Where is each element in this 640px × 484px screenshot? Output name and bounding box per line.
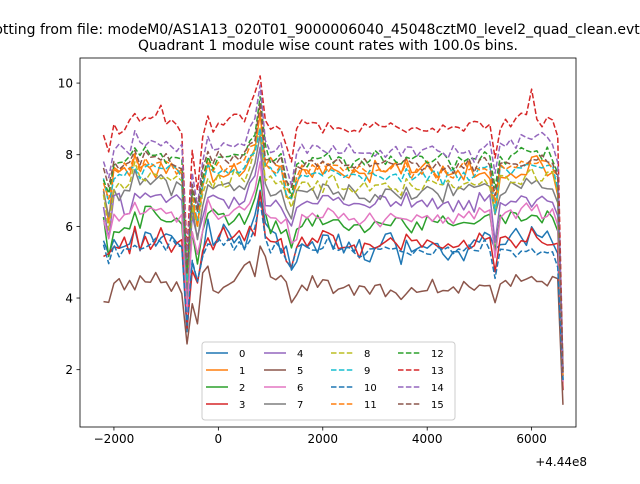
legend-label-7: 7 <box>297 400 303 411</box>
y-tick-label: 10 <box>58 77 73 91</box>
legend-label-14: 14 <box>431 383 444 394</box>
y-tick-label: 4 <box>65 292 73 306</box>
x-tick-label: 6000 <box>516 432 547 446</box>
x-tick-label: −2000 <box>94 432 135 446</box>
x-tick-label: 2000 <box>308 432 339 446</box>
legend-label-3: 3 <box>239 400 245 411</box>
legend-label-8: 8 <box>364 349 370 360</box>
series-line-1 <box>102 113 564 373</box>
legend-label-12: 12 <box>431 349 444 360</box>
series-line-6 <box>102 161 564 382</box>
figure-suptitle: Plotting from file: modeM0/AS1A13_020T01… <box>0 22 640 38</box>
series-line-10 <box>102 199 564 381</box>
plot-area <box>102 75 564 405</box>
plot-frame <box>79 57 577 428</box>
legend-label-0: 0 <box>239 349 245 360</box>
series-line-5 <box>103 245 564 405</box>
series-line-14 <box>102 84 564 373</box>
series-line-0 <box>102 189 564 391</box>
series-line-13 <box>102 75 564 369</box>
series-line-11 <box>102 109 564 375</box>
x-offset-label: +4.44e8 <box>535 455 587 469</box>
x-tick-label: 4000 <box>412 432 443 446</box>
series-line-4 <box>102 146 564 382</box>
legend-label-15: 15 <box>431 400 444 411</box>
legend-label-10: 10 <box>364 383 377 394</box>
y-tick-label: 2 <box>65 363 73 377</box>
legend-label-2: 2 <box>239 383 245 394</box>
series-line-2 <box>102 175 564 380</box>
legend-label-11: 11 <box>364 400 377 411</box>
series-line-8 <box>102 127 564 376</box>
series-line-12 <box>102 95 564 370</box>
legend-label-4: 4 <box>297 349 303 360</box>
legend-label-1: 1 <box>239 366 245 377</box>
y-tick-label: 6 <box>65 220 73 234</box>
legend-box <box>201 341 456 421</box>
chart-title: Quadrant 1 module wise count rates with … <box>138 38 518 54</box>
legend-label-5: 5 <box>297 366 303 377</box>
legend-label-6: 6 <box>297 383 303 394</box>
legend-label-13: 13 <box>431 366 444 377</box>
y-tick-label: 8 <box>65 148 73 162</box>
legend-label-9: 9 <box>364 366 370 377</box>
series-line-3 <box>103 191 564 391</box>
x-tick-label: 0 <box>215 432 223 446</box>
series-line-7 <box>102 134 564 373</box>
series-line-9 <box>102 127 564 368</box>
series-line-15 <box>102 102 564 376</box>
